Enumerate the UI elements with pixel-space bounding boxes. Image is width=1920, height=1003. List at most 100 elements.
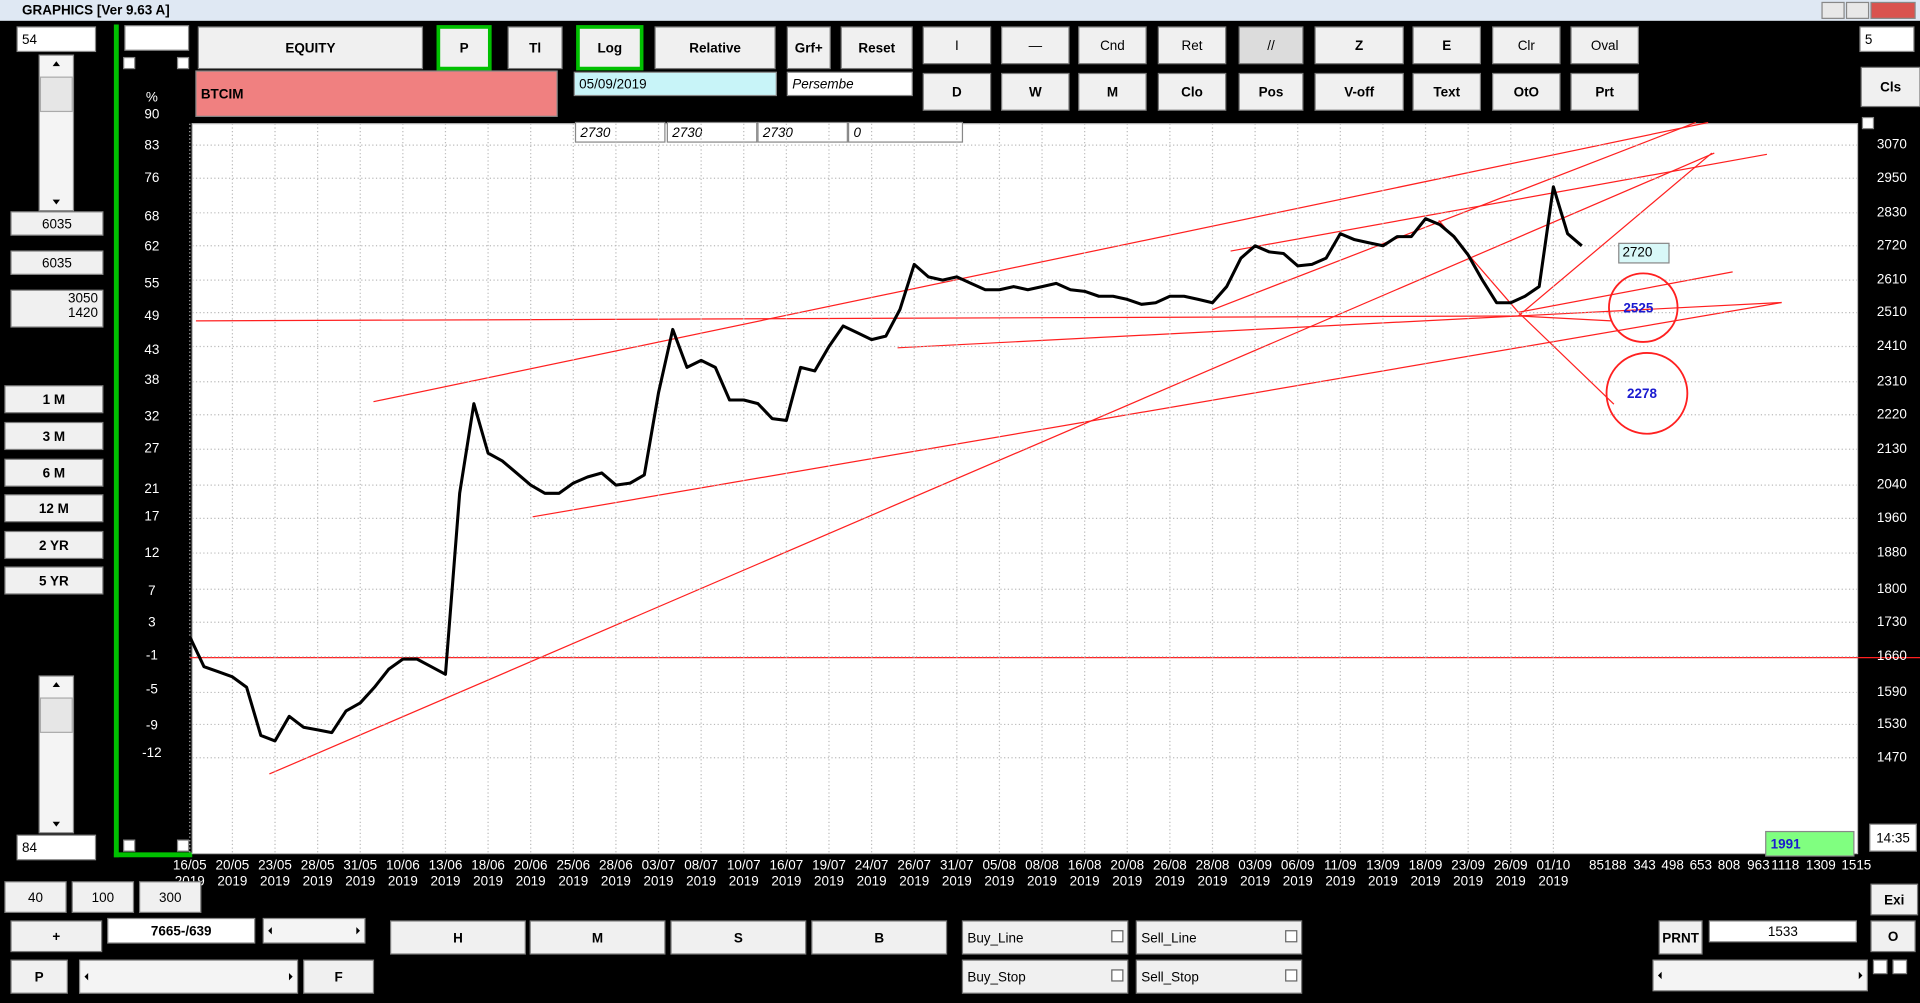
checkbox[interactable] [1285,930,1298,943]
button[interactable]: 5 YR [4,566,104,595]
checkbox[interactable] [1861,116,1875,130]
checkbox[interactable] [176,839,190,852]
button[interactable]: E [1412,26,1482,65]
button-label: Tl [529,41,541,56]
button[interactable]: Buy_Line [961,920,1129,955]
scroll-thumb[interactable] [39,76,73,113]
button[interactable]: Oval [1570,26,1639,65]
y-tick-label: 2510 [1877,304,1907,319]
scrollbar[interactable] [1652,959,1868,992]
button[interactable]: 3 M [4,421,104,451]
close-window-button[interactable] [1870,1,1916,19]
button[interactable]: V-off [1314,72,1404,111]
button[interactable]: Z [1314,26,1404,65]
y-tick-label: 2410 [1877,338,1907,353]
y2-tick-label: 17 [144,509,159,524]
checkbox[interactable] [123,839,136,852]
button[interactable]: B [811,920,948,955]
button-face [10,959,68,994]
trendline [269,152,1715,775]
button[interactable]: PRNT [1658,920,1703,955]
button[interactable]: Sell_Stop [1135,959,1303,994]
button[interactable]: H [390,920,526,955]
button[interactable]: Reset [840,26,913,70]
button[interactable]: Clr [1492,26,1561,65]
button[interactable]: Relative [654,26,776,70]
button[interactable]: 2 YR [4,530,104,560]
button[interactable]: S [670,920,807,955]
x-tick-label: 13/06 [429,857,463,872]
button-label: 100 [92,890,114,905]
minimize-button[interactable] [1821,1,1845,19]
x-tick-label: 28/08 [1196,857,1230,872]
button[interactable]: EQUITY [197,26,424,70]
button[interactable]: Grf+ [786,26,831,70]
y2-tick-label: -5 [146,682,158,697]
button[interactable]: Cnd [1078,26,1147,65]
button[interactable]: P [10,959,68,994]
button[interactable]: OtO [1492,72,1561,111]
y2-tick-label: 7 [148,583,155,598]
button[interactable]: Exi [1870,883,1919,916]
x-tick-year: 2019 [1496,873,1526,888]
button[interactable]: M [529,920,666,955]
button-label: E [1442,38,1451,53]
button[interactable]: Text [1412,72,1482,111]
button[interactable]: 100 [71,881,135,913]
field [10,289,104,328]
field[interactable] [16,834,97,861]
checkbox[interactable] [1111,930,1124,943]
button[interactable]: 300 [138,881,202,913]
checkbox[interactable] [1872,959,1888,975]
field[interactable] [16,26,97,53]
checkbox[interactable] [1285,969,1298,982]
button-face [1570,26,1639,65]
button[interactable]: O [1870,920,1916,953]
checkbox[interactable] [1892,959,1908,975]
spinner[interactable] [1859,26,1915,53]
x-tick-label: 10/07 [727,857,761,872]
button[interactable]: — [1001,26,1070,65]
button[interactable]: Ret [1157,26,1227,65]
maximize-button[interactable] [1845,1,1870,19]
button-label: // [1267,38,1275,53]
button-label: 40 [28,890,43,905]
button[interactable]: 40 [4,881,67,913]
button[interactable]: Buy_Stop [961,959,1129,994]
x-tick-year: 2019 [644,873,674,888]
button[interactable]: Prt [1570,72,1639,111]
button[interactable]: Log [576,25,644,71]
x-tick-year: 2019 [1368,873,1398,888]
button[interactable]: Tl [507,26,563,70]
header-field [757,121,848,143]
x-tick-year: 2019 [899,873,929,888]
button[interactable]: F [303,959,375,994]
button[interactable]: D [922,72,992,111]
checkbox[interactable] [123,56,136,70]
button[interactable]: W [1001,72,1070,111]
button[interactable]: Pos [1238,72,1304,111]
x-tick-label: 10/06 [386,857,420,872]
button[interactable]: Sell_Line [1135,920,1303,955]
button[interactable]: 1 M [4,385,104,414]
button[interactable]: M [1078,72,1147,111]
button[interactable]: + [10,920,103,953]
button-face [1135,920,1303,955]
button[interactable]: I [922,26,992,65]
button[interactable]: 12 M [4,494,104,523]
spinner[interactable] [124,25,190,51]
scrollbar[interactable] [262,917,366,944]
counter-field-text: 1991 [1771,837,1801,852]
counter-field [1765,830,1855,857]
button[interactable]: Clo [1157,72,1227,111]
checkbox[interactable] [176,56,190,70]
button[interactable]: Cls [1860,66,1920,108]
button[interactable]: 6 M [4,458,104,487]
checkbox[interactable] [1111,969,1124,982]
scroll-thumb[interactable] [39,697,73,733]
button-face [1001,26,1070,65]
button[interactable]: // [1238,26,1304,65]
button-label: EQUITY [285,41,335,56]
button[interactable]: P [436,25,492,71]
scrollbar[interactable] [78,959,299,994]
